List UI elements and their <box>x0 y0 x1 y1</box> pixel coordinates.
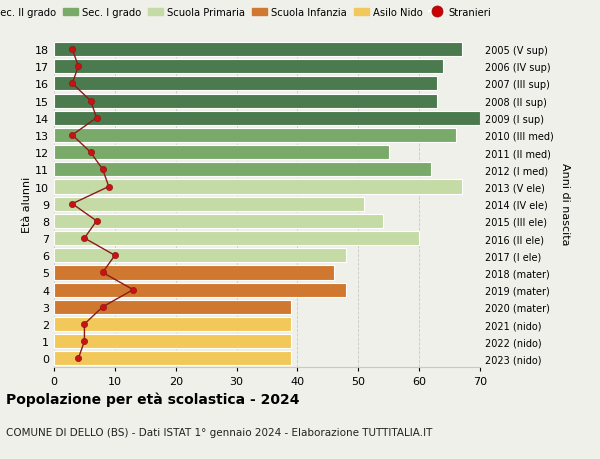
Bar <box>54 180 462 194</box>
Bar <box>54 197 364 211</box>
Bar <box>54 352 292 366</box>
Point <box>67 80 77 88</box>
Bar <box>54 60 443 74</box>
Bar <box>54 214 383 229</box>
Bar <box>54 112 480 125</box>
Bar <box>54 231 419 246</box>
Point <box>92 218 101 225</box>
Bar <box>54 300 292 314</box>
Point <box>80 321 89 328</box>
Point <box>74 355 83 362</box>
Point <box>67 46 77 54</box>
Bar <box>54 163 431 177</box>
Point <box>67 201 77 208</box>
Bar <box>54 77 437 91</box>
Text: Popolazione per età scolastica - 2024: Popolazione per età scolastica - 2024 <box>6 392 299 406</box>
Y-axis label: Anni di nascita: Anni di nascita <box>560 163 570 246</box>
Point <box>110 252 119 259</box>
Point <box>128 286 138 294</box>
Point <box>92 115 101 122</box>
Point <box>98 269 107 276</box>
Point <box>86 98 95 105</box>
Legend: Sec. II grado, Sec. I grado, Scuola Primaria, Scuola Infanzia, Asilo Nido, Stran: Sec. II grado, Sec. I grado, Scuola Prim… <box>0 4 495 22</box>
Bar <box>54 146 389 160</box>
Bar <box>54 94 437 108</box>
Bar <box>54 335 292 348</box>
Point <box>98 303 107 311</box>
Bar <box>54 129 455 143</box>
Bar <box>54 249 346 263</box>
Bar <box>54 43 462 57</box>
Point <box>80 338 89 345</box>
Bar <box>54 283 346 297</box>
Bar <box>54 317 292 331</box>
Text: COMUNE DI DELLO (BS) - Dati ISTAT 1° gennaio 2024 - Elaborazione TUTTITALIA.IT: COMUNE DI DELLO (BS) - Dati ISTAT 1° gen… <box>6 427 433 437</box>
Point <box>74 63 83 71</box>
Point <box>80 235 89 242</box>
Point <box>67 132 77 140</box>
Point <box>104 184 113 191</box>
Point <box>98 166 107 174</box>
Y-axis label: Età alunni: Età alunni <box>22 176 32 232</box>
Point <box>86 149 95 157</box>
Bar <box>54 266 334 280</box>
